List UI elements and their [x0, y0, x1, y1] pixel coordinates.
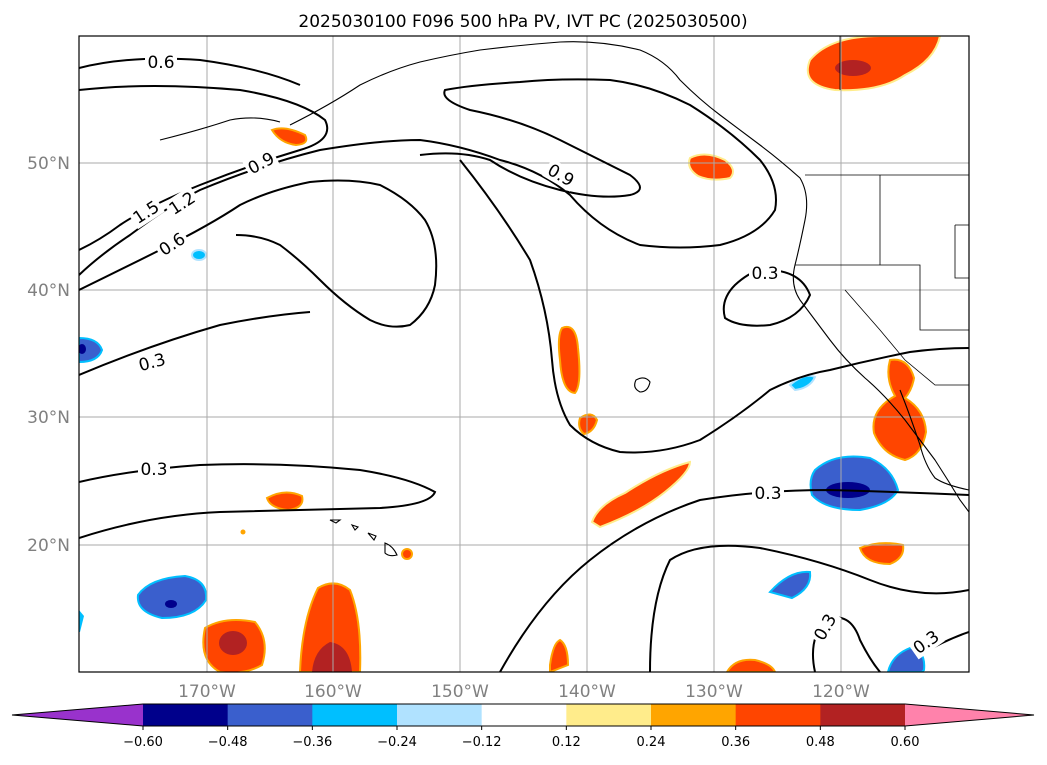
- colorbar-segment: [397, 704, 483, 726]
- colorbar-tick-label: −0.60: [123, 735, 163, 750]
- ivt-shading: [79, 36, 942, 672]
- colorbar-extend-low: [12, 704, 143, 726]
- colorbar-segment: [312, 704, 398, 726]
- colorbar-tick-label: 0.24: [637, 735, 666, 750]
- colorbar: −0.60 −0.48 −0.36 −0.24 −0.12 0.12 0.24 0.36 0.4…: [11, 703, 1035, 750]
- pv-contours: [79, 57, 969, 672]
- colorbar-tick-label: −0.48: [208, 735, 248, 750]
- map-frame: [78, 35, 970, 673]
- lon-label: 150°W: [431, 682, 489, 702]
- graticule: [79, 36, 969, 672]
- latitude-labels: 50°N 40°N 30°N 20°N: [27, 154, 70, 556]
- colorbar-segment: [820, 704, 906, 726]
- lon-label: 140°W: [558, 682, 616, 702]
- colorbar-tick-label: 0.12: [552, 735, 581, 750]
- lon-label: 160°W: [304, 682, 362, 702]
- lat-label: 50°N: [27, 154, 70, 174]
- pv-label: 0.3: [751, 264, 778, 284]
- colorbar-segment: [143, 704, 229, 726]
- map-panel: 0.6 0.9 1.5 1.2 0.6 0.9 0.3 0.3 0.3 0.3 …: [79, 36, 969, 672]
- lat-label: 40°N: [27, 281, 70, 301]
- pv-label: 0.3: [754, 484, 781, 504]
- colorbar-segment: [227, 704, 313, 726]
- colorbar-tick-label: 0.60: [891, 735, 920, 750]
- colorbar-tick-label: 0.36: [721, 735, 750, 750]
- colorbar-segment: [566, 704, 652, 726]
- longitude-labels: 170°W 160°W 150°W 140°W 130°W 120°W: [178, 682, 870, 702]
- political-borders: [795, 36, 969, 386]
- pv-label: 0.3: [140, 460, 167, 480]
- pv-label: 0.6: [147, 53, 174, 73]
- coastlines: [159, 41, 969, 557]
- colorbar-tick-label: 0.48: [806, 735, 835, 750]
- colorbar-tick-label: −0.24: [377, 735, 417, 750]
- colorbar-segment: [651, 704, 737, 726]
- colorbar-tick-label: −0.12: [462, 735, 502, 750]
- figure-title: 2025030100 F096 500 hPa PV, IVT PC (2025…: [298, 12, 747, 32]
- lat-label: 30°N: [27, 408, 70, 428]
- lat-label: 20°N: [27, 536, 70, 556]
- colorbar-segment: [735, 704, 821, 726]
- lon-label: 170°W: [178, 682, 236, 702]
- colorbar-extend-high: [905, 704, 1034, 726]
- colorbar-tick-label: −0.36: [292, 735, 332, 750]
- colorbar-segment: [481, 704, 567, 726]
- lon-label: 120°W: [812, 682, 870, 702]
- lon-label: 130°W: [685, 682, 743, 702]
